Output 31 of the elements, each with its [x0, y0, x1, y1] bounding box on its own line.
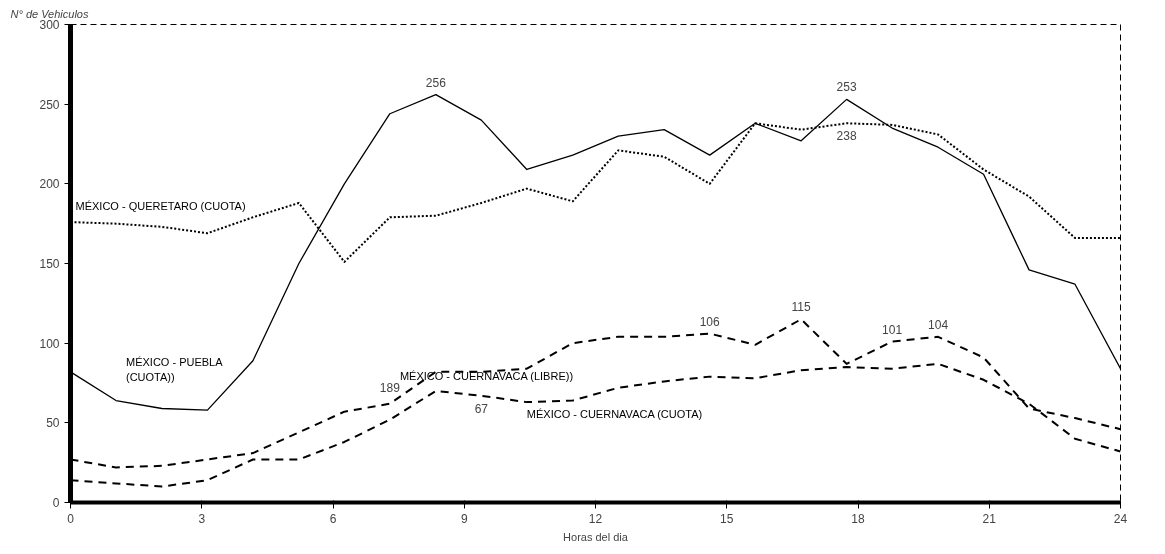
y-tick-label: 250	[39, 97, 60, 112]
series-label: MÉXICO - CUERNAVACA (CUOTA)	[526, 408, 703, 421]
x-tick-label: 9	[460, 511, 468, 526]
y-tick-label: 0	[52, 496, 60, 510]
x-axis-title: Horas del dia	[563, 530, 629, 543]
x-tick-label: 6	[329, 511, 337, 526]
y-tick-label: 300	[39, 18, 60, 32]
series-label: MÉXICO - QUERETARO (CUOTA)	[75, 200, 246, 213]
x-tick-label: 15	[720, 511, 734, 526]
data-label: 106	[699, 314, 721, 329]
data-label: 104	[928, 317, 949, 332]
y-tick-label: 50	[46, 416, 60, 431]
y-tick-label: 150	[39, 257, 60, 271]
y-axis-title: N° de Vehiculos	[10, 7, 89, 20]
x-tick-label: 18	[851, 511, 865, 526]
y-tick-label: 200	[39, 177, 60, 192]
annotation: 189	[379, 380, 401, 395]
x-tick-label: 3	[198, 511, 206, 526]
series-label: MÉXICO - PUEBLA (CUOTA))	[126, 356, 224, 383]
y-tick-label: 100	[39, 336, 60, 351]
x-tick-label: 24	[1113, 511, 1128, 526]
x-tick-label: 0	[67, 511, 75, 526]
x-tick-label: 12	[588, 511, 603, 526]
data-label: 101	[882, 322, 903, 337]
data-label: 253	[836, 80, 857, 95]
x-tick-label: 21	[982, 511, 997, 526]
data-label: 115	[791, 300, 812, 315]
series-label: MÉXICO - CUERNAVACA (LIBRE))	[399, 369, 574, 382]
data-label: 256	[425, 75, 447, 90]
data-label: 67	[474, 401, 489, 416]
data-label: 238	[836, 129, 857, 144]
